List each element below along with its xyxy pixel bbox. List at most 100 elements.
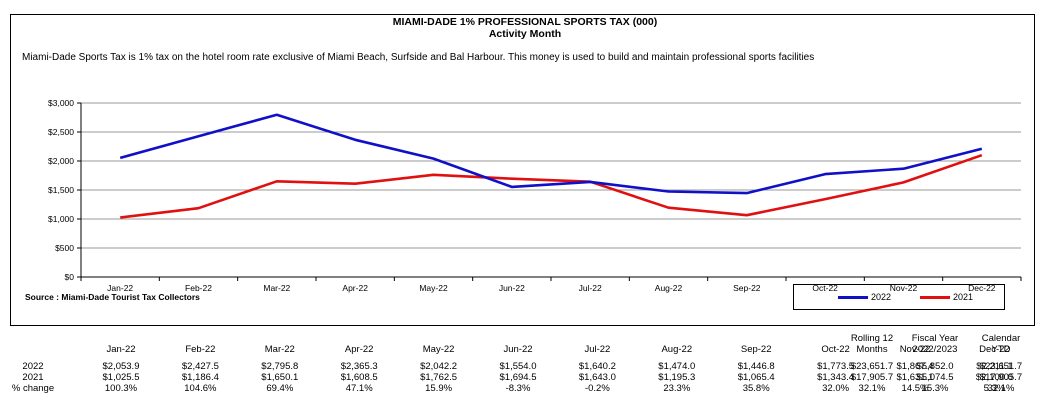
table-row-label: 2022 <box>22 361 44 372</box>
y-tick-label: $1,000 <box>48 214 74 224</box>
table-header: Apr-22 <box>344 344 374 355</box>
table-cell: 69.4% <box>266 383 294 394</box>
x-tick-label: Sep-22 <box>733 283 761 293</box>
chart-title: MIAMI-DADE 1% PROFESSIONAL SPORTS TAX (0… <box>392 16 658 28</box>
table-cell: $1,643.0 <box>578 372 616 383</box>
table-header: Dec-22 <box>979 344 1010 355</box>
table-header-line: Months <box>856 344 888 355</box>
table-cell: $17,905.7 <box>850 372 894 383</box>
table-header: Jan-22 <box>106 344 136 355</box>
table-cell: 32.1% <box>987 383 1015 394</box>
y-tick-label: $2,500 <box>48 127 74 137</box>
series-line-2021 <box>120 153 983 219</box>
table-cell: $2,100.0 <box>975 372 1013 383</box>
table-cell: $17,905.7 <box>979 372 1023 383</box>
table-header: Mar-22 <box>264 344 295 355</box>
table-cell: $23,651.7 <box>850 361 894 372</box>
table-cell: $2,053.9 <box>102 361 140 372</box>
legend-swatch-2021 <box>920 295 950 299</box>
table-header: Oct-22 <box>821 344 850 355</box>
table-cell: $1,195.3 <box>658 372 696 383</box>
table-cell: 32.0% <box>822 383 850 394</box>
chart-frame <box>10 14 1035 326</box>
table-cell: $5,852.0 <box>916 361 954 372</box>
table-header: Jun-22 <box>503 344 533 355</box>
table-cell: $5,074.5 <box>916 372 954 383</box>
table-cell: 104.6% <box>184 383 217 394</box>
table-cell: $1,025.5 <box>102 372 140 383</box>
table-cell: 15.3% <box>921 383 949 394</box>
y-tick-label: $0 <box>65 272 75 282</box>
table-cell: $1,640.2 <box>578 361 616 372</box>
table-cell: -0.2% <box>584 383 610 394</box>
table-cell: 32.1% <box>858 383 886 394</box>
table-cell: $1,631.1 <box>896 372 934 383</box>
legend-item-2021: 2021 <box>920 292 973 302</box>
x-tick-label: Apr-22 <box>342 283 368 293</box>
table-cell: $1,186.4 <box>181 372 219 383</box>
table-header: Sep-22 <box>740 344 772 355</box>
y-tick-label: $2,000 <box>48 156 74 166</box>
table-cell: 15.9% <box>425 383 453 394</box>
table-header-line: 2022/2023 <box>912 344 958 355</box>
table-header: Aug-22 <box>661 344 693 355</box>
y-tick-label: $1,500 <box>48 185 74 195</box>
x-tick-label: Aug-22 <box>655 283 683 293</box>
x-tick-label: Oct-22 <box>812 283 838 293</box>
series-line-2022 <box>119 113 983 195</box>
table-cell: $1,608.5 <box>340 372 378 383</box>
legend-label-2022: 2022 <box>871 292 892 302</box>
table-header-line: YTD <box>991 344 1011 355</box>
table-cell: $1,773.5 <box>817 361 855 372</box>
table-cell: 14.5% <box>901 383 929 394</box>
table-cell: 100.3% <box>104 383 138 394</box>
table-row-label: % change <box>11 383 55 394</box>
legend-label-2021: 2021 <box>953 292 974 302</box>
chart-description: Miami-Dade Sports Tax is 1% tax on the h… <box>22 52 815 63</box>
line-chart: $0 $500 $1,000 $1,500 $2,000 $2,500 $3,000 Jan-… <box>48 98 1022 293</box>
table-cell: 47.1% <box>345 383 373 394</box>
table-header: May-22 <box>422 344 455 355</box>
table-cell: $1,343.4 <box>817 372 855 383</box>
x-tick-label: Feb-22 <box>185 283 212 293</box>
table-cell: $1,554.0 <box>499 361 537 372</box>
legend-item-2022: 2022 <box>838 292 891 302</box>
table-cell: 5.3% <box>983 383 1006 394</box>
table-cell: $1,474.0 <box>658 361 696 372</box>
table-cell: $2,795.8 <box>261 361 299 372</box>
table-cell: 35.8% <box>742 383 770 394</box>
x-tick-label: Nov-22 <box>890 283 918 293</box>
table-cell: $1,446.8 <box>737 361 775 372</box>
y-tick-label: $500 <box>55 243 74 253</box>
x-tick-label: May-22 <box>419 283 448 293</box>
table-header: Feb-22 <box>185 344 216 355</box>
y-tick-label: $3,000 <box>48 98 74 108</box>
table-cell: $1,650.1 <box>261 372 299 383</box>
table-cell: $2,042.2 <box>420 361 458 372</box>
table-cell: $2,365.3 <box>340 361 378 372</box>
table-cell: 23.3% <box>663 383 691 394</box>
legend-swatch-2022 <box>838 295 868 299</box>
table-cell: $23,651.7 <box>979 361 1023 372</box>
table-header-line: Rolling 12 <box>850 333 894 344</box>
source-note: Source : Miami-Dade Tourist Tax Collecto… <box>25 292 200 302</box>
x-tick-label: Jul-22 <box>579 283 602 293</box>
table-header: Jul-22 <box>584 344 611 355</box>
chart-subtitle: Activity Month <box>488 28 562 40</box>
table-header-line: Fiscal Year <box>911 333 959 344</box>
table-header: Calendar YTD <box>956 333 1046 355</box>
table-header: Rolling 12 Months <box>827 333 917 355</box>
chart-legend: 2022 2021 <box>793 284 1005 310</box>
x-tick-label: Mar-22 <box>263 283 290 293</box>
table-row-label: 2021 <box>22 372 44 383</box>
table-cell: $2,211.1 <box>976 361 1013 372</box>
table-cell: $1,694.5 <box>499 372 537 383</box>
table-cell: $1,762.5 <box>420 372 458 383</box>
x-tick-label: Jan-22 <box>107 283 133 293</box>
table-header: Fiscal Year 2022/2023 <box>890 333 980 355</box>
table-cell: $2,427.5 <box>181 361 219 372</box>
table-cell: $1,867.4 <box>896 361 934 372</box>
table-cell: $1,065.4 <box>737 372 775 383</box>
table-header: Nov-22 <box>899 344 931 355</box>
table-header-line: Calendar <box>981 333 1021 344</box>
